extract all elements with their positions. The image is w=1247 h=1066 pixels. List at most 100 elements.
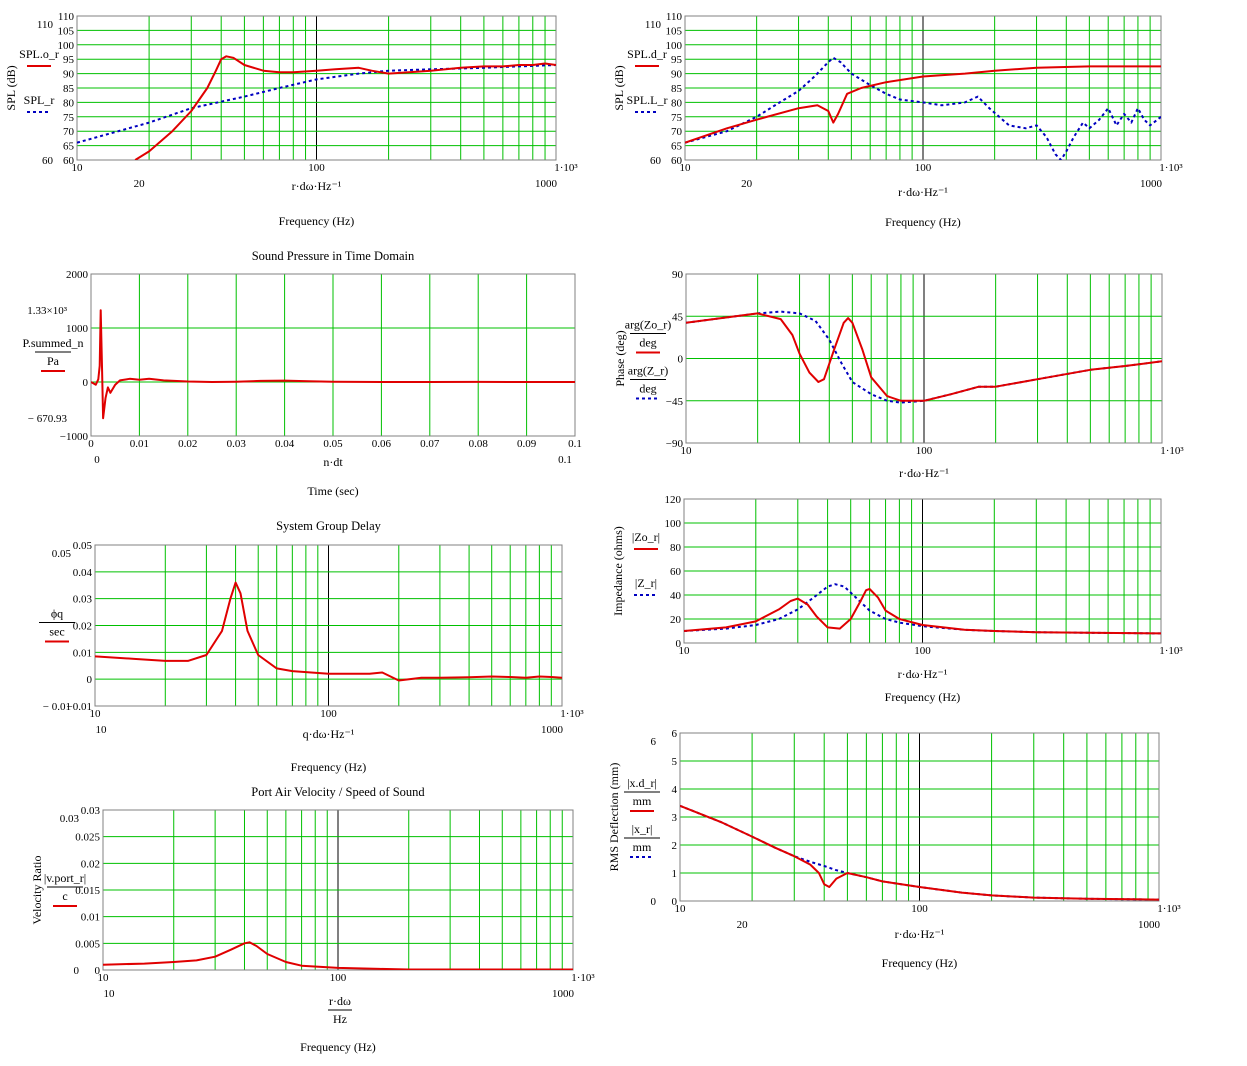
y-tick-label: 110: [666, 11, 683, 23]
y-tick-label: 2: [672, 840, 678, 852]
series-line-solid: [91, 309, 575, 420]
series-line-solid: [684, 588, 1161, 635]
grid: [103, 810, 573, 970]
legend-entry: |v.port_r|: [44, 871, 86, 885]
chart-impedance: 10 100 1·10³ 0 20 40 60 80 100 120 r·dω·Hz⁻¹ Freque…: [611, 494, 1183, 704]
y-tick-label: 0.01: [81, 912, 100, 924]
x-tick-label: 10: [681, 445, 693, 457]
legend-entry: P.summed_n: [22, 336, 83, 350]
y-tick-label: 0: [676, 638, 682, 650]
y-range-marker: 0: [74, 965, 80, 977]
x-axis-label: r·dω·Hz⁻¹: [292, 179, 342, 193]
x-range-marker: 1000: [541, 724, 564, 736]
series-group: [684, 583, 1161, 635]
legend-entry: SPL_r: [24, 93, 55, 107]
x-range-marker: 1000: [535, 178, 558, 190]
x-tick-label: 10: [98, 972, 110, 984]
y-tick-label: 0.025: [75, 832, 100, 844]
y-tick-label: 1: [672, 868, 678, 880]
legend-entry: SPL.o_r: [19, 47, 59, 61]
y-tick-label: 120: [665, 494, 682, 506]
x-tick-label: 1·10³: [1159, 645, 1183, 657]
legend-entry: |Zo_r|: [632, 530, 660, 544]
legend: |x.d_r|mm|x_r|mm: [624, 776, 660, 858]
x-range-marker: 20: [741, 178, 753, 190]
x-range-marker: 20: [737, 919, 749, 931]
x-axis-title: Frequency (Hz): [885, 690, 961, 704]
plot-frame: [76, 15, 557, 161]
x-tick-label: 10: [679, 645, 691, 657]
x-tick-label: 0: [88, 438, 94, 450]
y-tick-label: 45: [672, 311, 684, 323]
y-range-marker: − 0.01: [43, 701, 71, 713]
y-tick-label: 85: [63, 83, 75, 95]
chart-time-domain: 0 0.01 0.02 0.03 0.04 0.05 0.06 0.07 0.08 0.09 0.1…: [22, 249, 581, 498]
y-tick-label: 80: [63, 97, 75, 109]
y-tick-label: 85: [671, 83, 683, 95]
legend: SPL.d_r SPL.L_r: [626, 47, 668, 113]
legend-entry: |x_r|: [632, 822, 653, 836]
grid: [680, 733, 1159, 901]
legend-entry-unit: deg: [639, 382, 656, 396]
x-tick-label: 100: [320, 708, 337, 720]
x-axis-label-unit: Hz: [333, 1012, 347, 1026]
x-tick-label: 1·10³: [1157, 903, 1181, 915]
y-tick-label: 95: [63, 54, 75, 66]
y-tick-label: 0: [83, 377, 89, 389]
x-tick-label: 0.08: [469, 438, 489, 450]
y-tick-label: 0.03: [73, 594, 93, 606]
series-group: [95, 581, 562, 682]
grid: [95, 545, 562, 706]
y-tick-label: 4: [672, 784, 678, 796]
y-tick-label: 60: [670, 566, 682, 578]
series-group: [686, 310, 1162, 404]
series-group: [77, 55, 556, 160]
x-axis-label: r·dω·Hz⁻¹: [899, 466, 949, 480]
legend-entry: ϕq: [51, 607, 63, 621]
y-tick-label: 0: [672, 896, 678, 908]
y-tick-label: 0.02: [81, 858, 100, 870]
y-tick-label: 5: [672, 756, 678, 768]
grid: [686, 274, 1162, 443]
x-axis-label: r·dω·Hz⁻¹: [898, 185, 948, 199]
y-tick-label: 110: [58, 11, 75, 23]
x-tick-label: 1·10³: [560, 708, 584, 720]
legend-entry: SPL.d_r: [627, 47, 667, 61]
y-range-marker: 60: [650, 155, 662, 167]
y-tick-label: 0.015: [75, 885, 100, 897]
x-axis-title: Frequency (Hz): [279, 214, 355, 228]
y-tick-label: 105: [666, 25, 683, 37]
legend-entry-unit: sec: [49, 625, 64, 639]
legend: SPL.o_r SPL_r: [19, 47, 59, 113]
y-tick-label: 3: [672, 812, 678, 824]
x-range-marker: 1000: [1140, 178, 1163, 190]
y-tick-label: 65: [63, 141, 75, 153]
y-tick-label: 6: [672, 728, 678, 740]
x-range-marker: 10: [96, 724, 108, 736]
y-tick-label: 80: [671, 97, 683, 109]
y-tick-label: 65: [671, 141, 683, 153]
x-tick-label: 1·10³: [1159, 162, 1183, 174]
plot-frame: [684, 15, 1162, 161]
x-axis-label: n·dt: [323, 455, 343, 469]
y-tick-label: 0.01: [73, 647, 92, 659]
y-tick-label: 60: [671, 155, 683, 167]
x-axis-title: Frequency (Hz): [300, 1040, 376, 1054]
y-tick-label: 90: [672, 269, 684, 281]
chart-port-velocity: 10 100 1·10³00.0050.010.0150.020.0250.0310…: [30, 785, 595, 1054]
plot-frame: [683, 498, 1162, 644]
series-group: [680, 804, 1159, 901]
legend-entry: arg(Zo_r): [625, 318, 671, 332]
y-axis-label: RMS Deflection (mm): [607, 763, 621, 872]
legend-entry: |x.d_r|: [627, 776, 657, 790]
y-tick-label: 90: [671, 69, 683, 81]
legend-entry: arg(Z_r): [628, 364, 668, 378]
series-line-solid: [680, 804, 1159, 901]
grid: [91, 274, 575, 436]
x-tick-label: 100: [914, 645, 931, 657]
legend: P.summed_n Pa: [22, 336, 84, 372]
y-tick-label: −90: [666, 438, 684, 450]
series-line-solid: [134, 55, 556, 160]
x-tick-label: 100: [330, 972, 347, 984]
y-tick-label: 75: [63, 112, 75, 124]
